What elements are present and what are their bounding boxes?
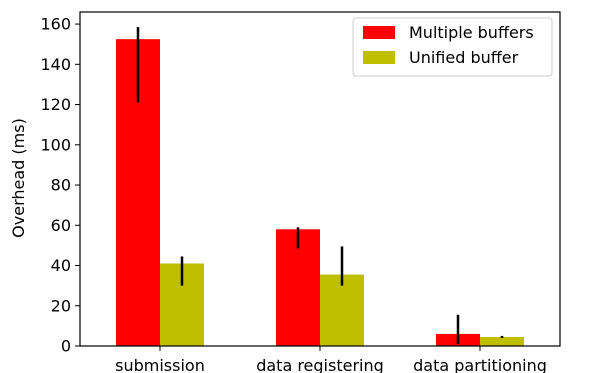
y-tick-label: 80	[51, 176, 71, 195]
x-tick-label: data registering	[256, 356, 384, 373]
y-tick-label: 40	[51, 256, 71, 275]
y-tick-label: 120	[40, 95, 71, 114]
y-axis-label: Overhead (ms)	[9, 118, 28, 238]
y-tick-label: 100	[40, 135, 71, 154]
bar-multiple-buffers-1	[276, 229, 320, 346]
bar-unified-buffer-1	[320, 274, 364, 346]
y-tick-label: 20	[51, 296, 71, 315]
x-tick-label: submission	[115, 356, 205, 373]
legend-swatch	[363, 26, 395, 39]
y-tick-label: 60	[51, 216, 71, 235]
legend-label: Unified buffer	[409, 48, 519, 67]
legend-box	[352, 17, 553, 77]
y-tick-label: 140	[40, 55, 71, 74]
plot-area: 0 20 40 60 80 100 120 140 160 submission data regi…	[40, 11, 561, 373]
x-tick-label: data partitioning	[413, 356, 547, 373]
bar-unified-buffer-2	[480, 336, 524, 346]
legend-swatch	[363, 51, 395, 64]
y-tick-label: 0	[61, 337, 71, 356]
y-tick-label: 160	[40, 15, 71, 34]
legend-label: Multiple buffers	[409, 23, 534, 42]
legend: Multiple buffers Unified buffer	[352, 17, 553, 77]
